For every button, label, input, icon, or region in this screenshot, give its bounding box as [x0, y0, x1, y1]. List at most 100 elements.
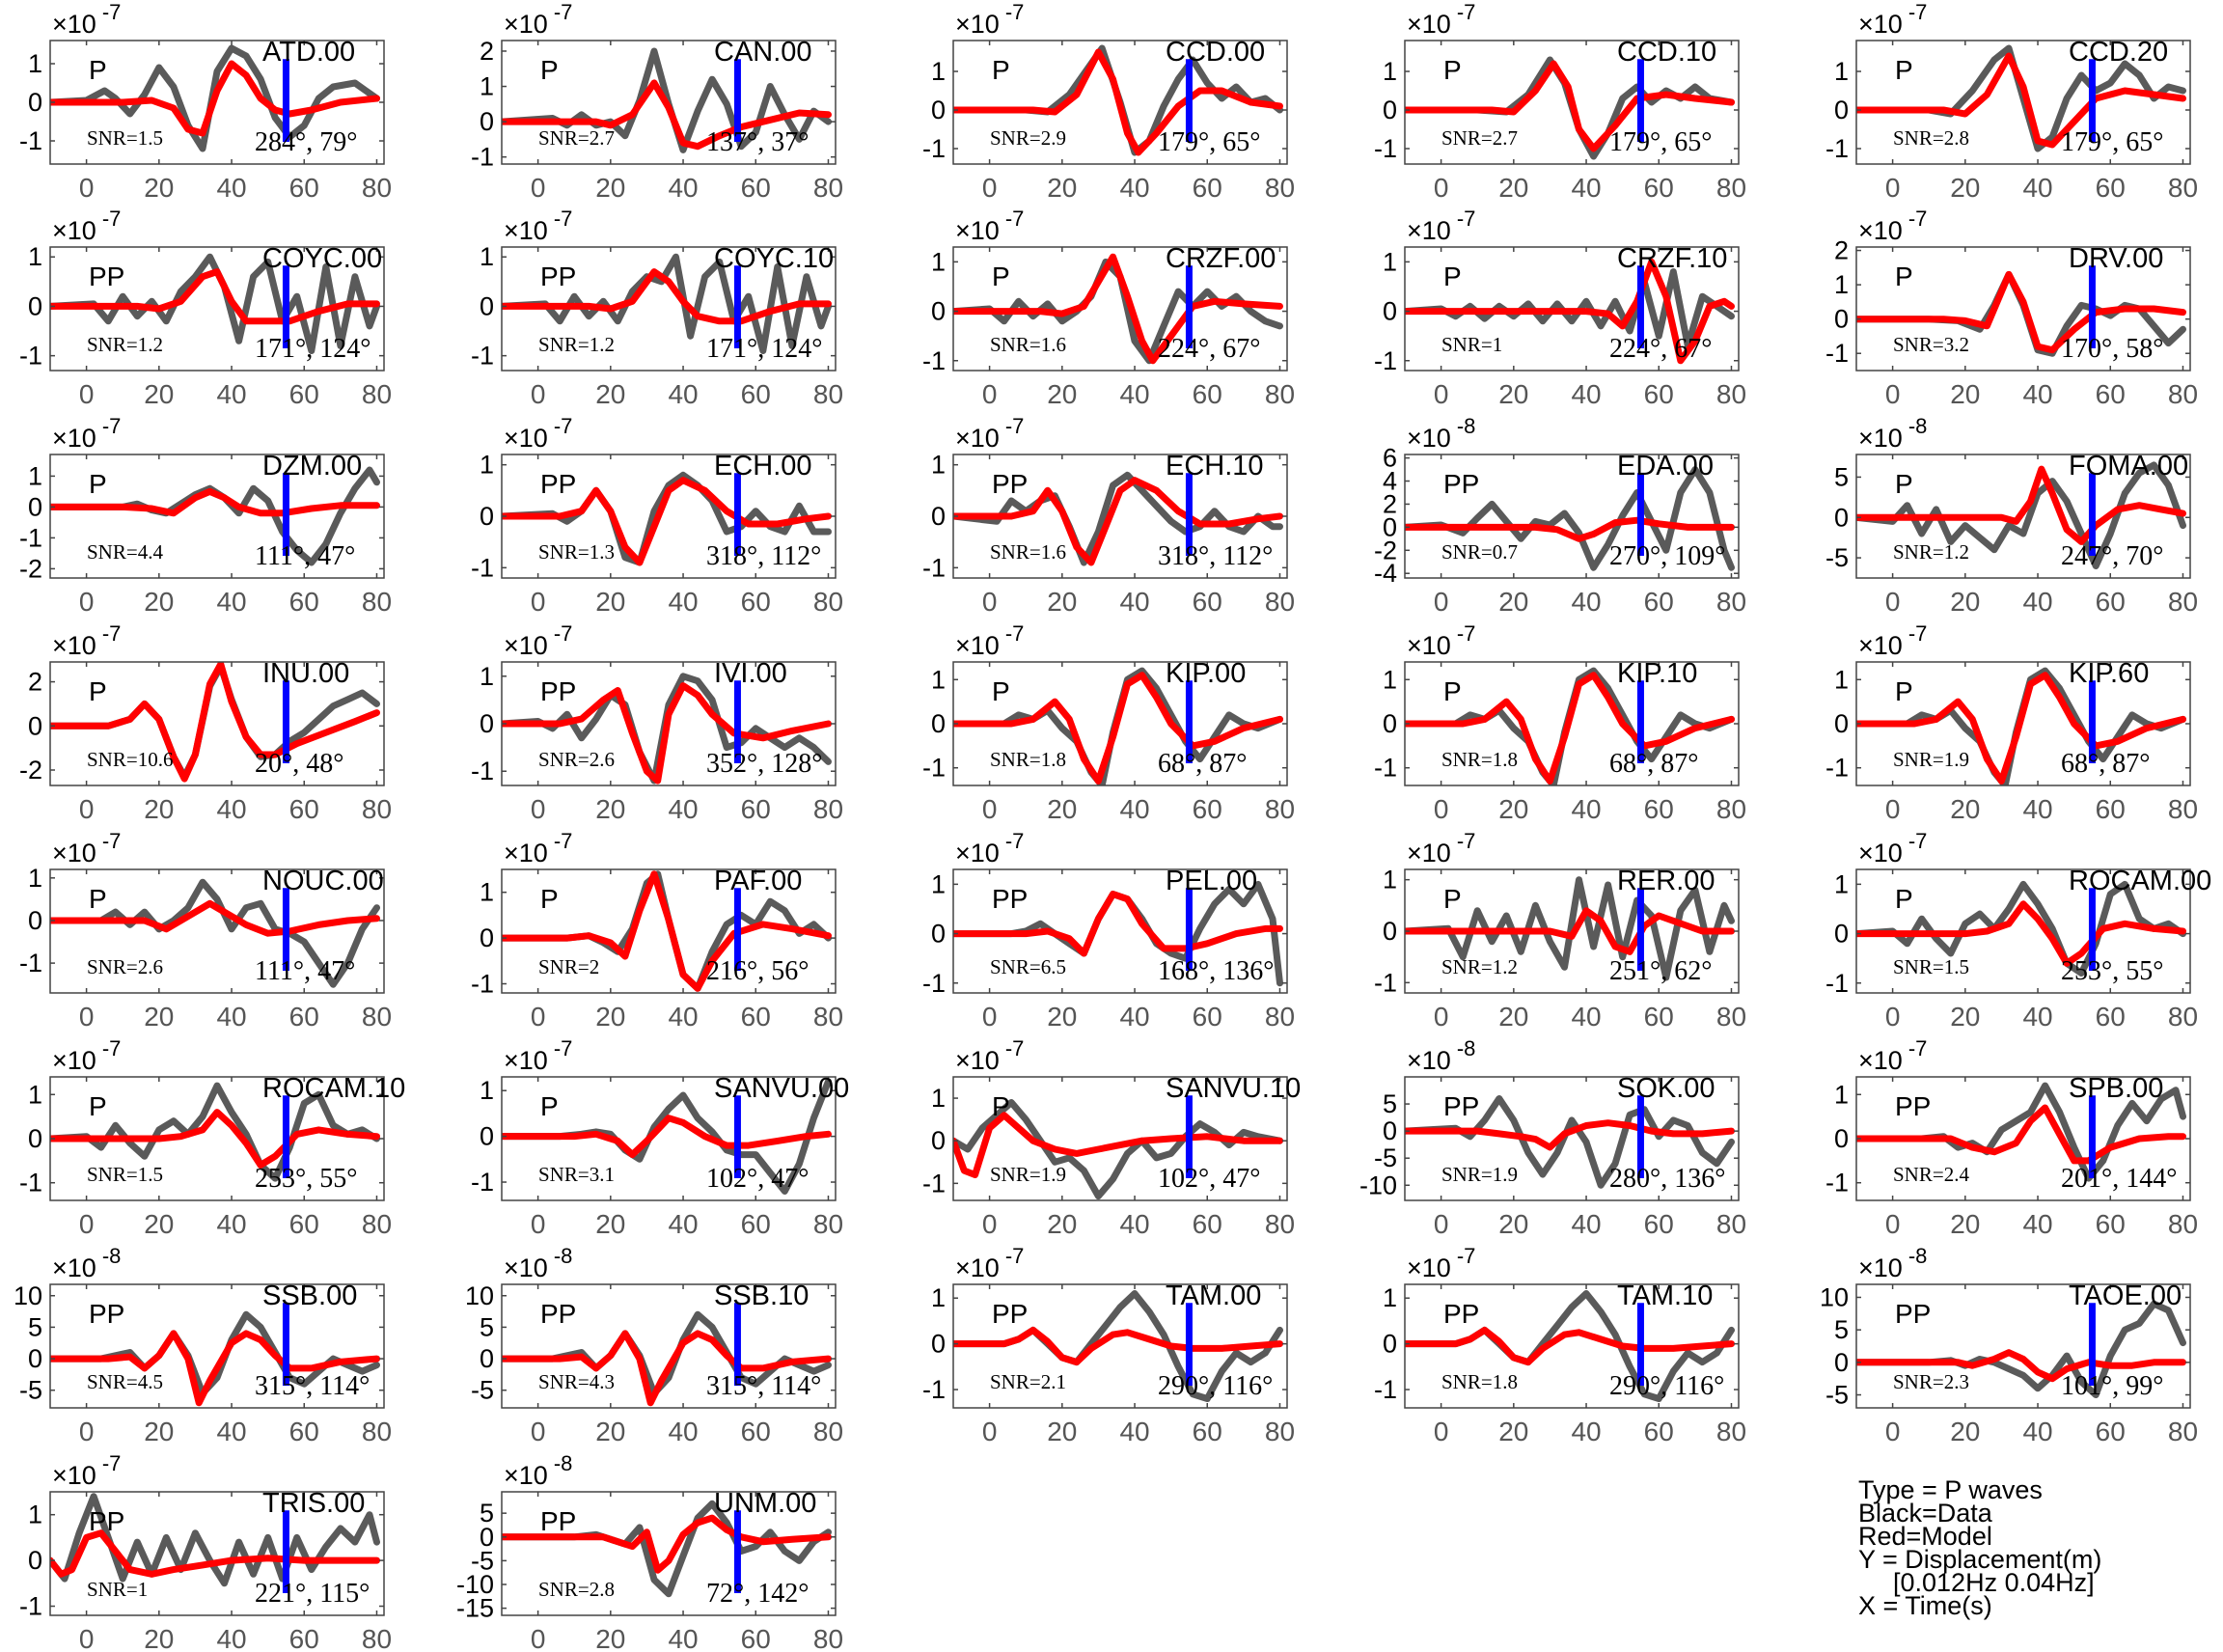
y-tick-label: 0 [1834, 96, 1849, 124]
x-tick-label: 0 [1885, 794, 1901, 824]
x-tick-label: 0 [531, 1417, 546, 1446]
x-tick-label: 60 [1644, 1209, 1674, 1239]
y-tick-label: -15 [456, 1594, 494, 1623]
angle-label: 318°, 112° [1158, 541, 1273, 571]
x-tick-label: 60 [1644, 379, 1674, 409]
snr-label: SNR=2.1 [990, 1370, 1066, 1393]
y-tick-label: -1 [19, 523, 42, 552]
exponent-label: ×10 -7 [955, 414, 1024, 453]
angle-label: 315°, 114° [255, 1371, 370, 1401]
y-tick-label: 0 [931, 297, 946, 326]
x-tick-label: 0 [1885, 173, 1901, 203]
exponent-label: ×10 -7 [1858, 0, 1927, 39]
model-trace [1856, 1104, 2186, 1165]
snr-label: SNR=2.8 [538, 1578, 615, 1601]
x-tick-label: 20 [1950, 794, 1980, 824]
axes-frame [952, 40, 1288, 165]
snr-label: SNR=2.6 [87, 955, 163, 978]
panel-coyc-00: ×10 -7 0 20 40 60 80 -1 0 1 PP COYC.00 SNR=1.2 171°, … [19, 206, 392, 409]
snr-label: SNR=1.2 [87, 333, 163, 356]
x-tick-label: 0 [79, 587, 95, 617]
y-tick-label: 5 [480, 1312, 494, 1341]
snr-label: SNR=3.1 [538, 1163, 615, 1186]
phase-label: PP [1443, 1091, 1479, 1121]
panel-inu-00: ×10 -7 0 20 40 60 80 -2 0 2 P INU.00 SNR=10.6 20°, 48… [19, 621, 392, 824]
x-tick-label: 0 [79, 379, 95, 409]
data-trace [953, 44, 1283, 156]
exponent-label: ×10 -7 [504, 206, 572, 245]
x-tick-label: 0 [982, 173, 998, 203]
angle-label: 290°, 116° [1158, 1371, 1273, 1401]
x-tick-label: 80 [1265, 1209, 1295, 1239]
x-tick-label: 80 [1716, 173, 1746, 203]
y-tick-label: -1 [1374, 968, 1397, 997]
snr-label: SNR=1.6 [990, 333, 1066, 356]
y-tick-label: 5 [1834, 462, 1849, 491]
model-trace [502, 1330, 832, 1407]
model-trace [50, 268, 380, 325]
x-tick-label: 20 [1950, 1002, 1980, 1032]
model-trace [953, 672, 1283, 785]
x-tick-label: 20 [144, 1002, 174, 1032]
panel-ccd-20: ×10 -7 0 20 40 60 80 -1 0 1 P CCD.20 SNR=2.8 179°, 65… [1825, 0, 2198, 203]
y-tick-label: 0 [1834, 1348, 1849, 1377]
panel-pel-00: ×10 -7 0 20 40 60 80 -1 0 1 PP PEL.00 SNR=6.5 168°, 1… [922, 829, 1295, 1032]
x-tick-label: 0 [531, 379, 546, 409]
x-tick-label: 0 [1885, 1417, 1901, 1446]
y-tick-label: 0 [931, 1330, 946, 1359]
axes-frame [1855, 246, 2191, 372]
y-tick-label: 4 [1383, 467, 1397, 496]
x-tick-label: 80 [1265, 379, 1295, 409]
y-tick-label: 0 [1383, 917, 1397, 946]
x-tick-label: 60 [289, 1417, 319, 1446]
y-tick-label: -1 [19, 342, 42, 371]
y-tick-label: 0 [931, 920, 946, 949]
y-tick-label: -1 [19, 949, 42, 977]
panel-taoe-00: ×10 -8 0 20 40 60 80 -5 0 5 10 PP TAOE.00 SNR=2.3 101°… [1820, 1244, 2198, 1446]
axes-frame [1404, 1283, 1740, 1409]
x-tick-label: 0 [1885, 1002, 1901, 1032]
station-label: IVI.00 [714, 658, 787, 689]
y-tick-label: 0 [1383, 1330, 1397, 1359]
angle-label: 352°, 128° [706, 749, 822, 779]
y-tick-label: 1 [480, 1076, 494, 1105]
axes-frame [501, 1283, 837, 1409]
x-tick-label: 80 [2168, 1209, 2198, 1239]
x-tick-label: 40 [1119, 1417, 1149, 1446]
x-tick-label: 20 [1498, 379, 1528, 409]
x-tick-label: 0 [1434, 1417, 1449, 1446]
x-tick-label: 0 [79, 794, 95, 824]
y-tick-label: -1 [471, 342, 494, 371]
x-tick-label: 40 [668, 794, 698, 824]
phase-label: P [89, 469, 107, 499]
y-tick-label: 1 [931, 451, 946, 480]
snr-label: SNR=1.8 [1441, 1370, 1518, 1393]
y-tick-label: 1 [480, 72, 494, 101]
x-tick-label: 80 [362, 1624, 392, 1652]
exponent-label: ×10 -7 [955, 0, 1024, 39]
axes-frame [1404, 454, 1740, 579]
x-tick-label: 60 [289, 1002, 319, 1032]
x-tick-label: 40 [1571, 794, 1601, 824]
phase-label: PP [540, 676, 576, 706]
panel-drv-00: ×10 -7 0 20 40 60 80 -1 0 1 2 P DRV.00 SNR=3.2 170°, 5… [1825, 206, 2198, 409]
phase-label: PP [1895, 1299, 1931, 1329]
panel-kip-60: ×10 -7 0 20 40 60 80 -1 0 1 P KIP.60 SNR=1.9 68°, 87° [1825, 621, 2198, 824]
axes-frame [49, 1491, 385, 1616]
angle-label: 111°, 47° [255, 541, 355, 571]
station-label: CCD.10 [1617, 37, 1716, 68]
phase-label: P [1443, 676, 1462, 706]
model-trace [1405, 1119, 1735, 1151]
station-label: ECH.00 [714, 451, 812, 482]
x-tick-label: 0 [79, 173, 95, 203]
station-label: SANVU.10 [1166, 1073, 1301, 1104]
station-label: SSB.10 [714, 1280, 809, 1311]
phase-label: P [1443, 262, 1462, 291]
station-label: PEL.00 [1166, 866, 1257, 896]
snr-label: SNR=0.7 [1441, 540, 1518, 564]
data-trace [1856, 44, 2186, 152]
x-tick-label: 40 [1119, 379, 1149, 409]
axes-frame [501, 868, 837, 994]
phase-label: PP [992, 469, 1028, 499]
axes-frame [1855, 454, 2191, 579]
